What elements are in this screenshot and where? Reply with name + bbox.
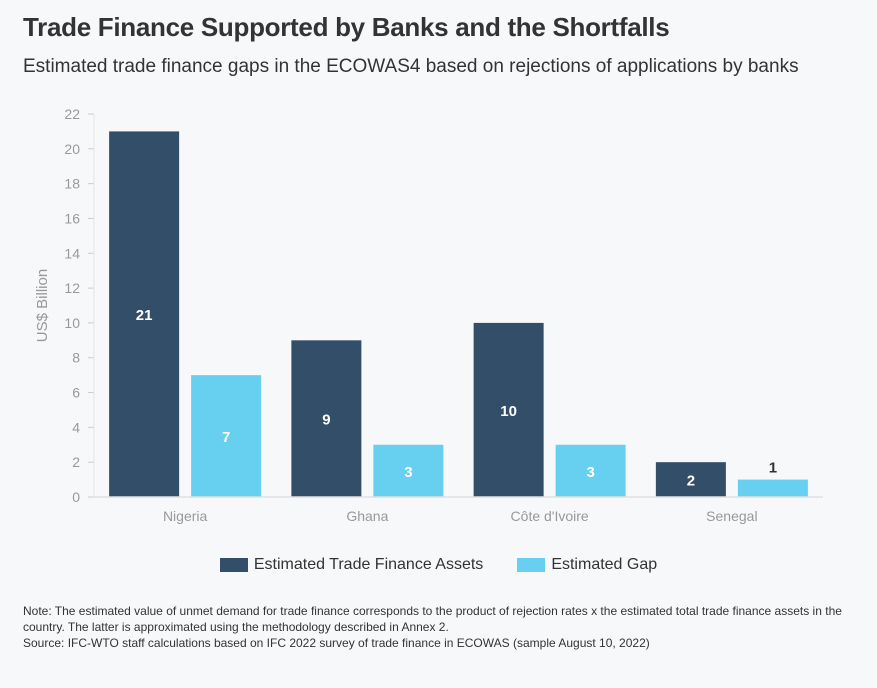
bar-assets[interactable]: [473, 322, 544, 497]
bar-gap[interactable]: [191, 375, 262, 497]
y-tick-label: 12: [64, 280, 80, 296]
y-tick-label: 2: [72, 454, 80, 470]
data-label: 21: [136, 307, 153, 324]
y-tick-label: 4: [72, 419, 80, 435]
legend-item-gap[interactable]: Estimated Gap: [517, 556, 657, 574]
y-axis-label: US$ Billion: [34, 269, 51, 342]
legend-swatch-assets: [219, 558, 248, 572]
y-axis: 0 2 4 6 8 10 12 14 16 18 20 22 US$ Billion: [34, 106, 95, 505]
legend-label-gap: Estimated Gap: [551, 556, 658, 573]
x-tick-label: Nigeria: [163, 508, 208, 524]
data-label: 10: [500, 403, 517, 420]
bar-assets[interactable]: [655, 462, 726, 497]
legend-swatch-gap: [517, 558, 546, 572]
x-tick-label: Côte d'Ivoire: [511, 508, 589, 524]
legend-item-assets[interactable]: Estimated Trade Finance Assets: [219, 556, 484, 574]
x-tick-label: Ghana: [346, 508, 388, 524]
y-tick-label: 14: [64, 245, 80, 261]
note-text: Note: The estimated value of unmet deman…: [23, 604, 842, 634]
y-tick-label: 22: [64, 106, 80, 122]
y-tick-label: 20: [64, 141, 80, 157]
legend: Estimated Trade Finance Assets Estimated…: [0, 556, 877, 574]
chart-title: Trade Finance Supported by Banks and the…: [23, 12, 670, 42]
x-tick-label: Senegal: [706, 508, 757, 524]
y-tick-label: 18: [64, 176, 80, 192]
data-label: 9: [322, 412, 330, 429]
data-label: 3: [404, 464, 412, 481]
data-label: 2: [687, 473, 695, 490]
y-tick-label: 10: [64, 315, 80, 331]
y-tick-label: 6: [72, 385, 80, 401]
footnotes: Note: The estimated value of unmet deman…: [23, 603, 853, 651]
data-label: 1: [769, 460, 777, 477]
source-text: Source: IFC-WTO staff calculations based…: [23, 636, 650, 650]
bar-assets[interactable]: [291, 340, 362, 497]
bar-gap[interactable]: [737, 479, 808, 497]
y-tick-label: 8: [72, 350, 80, 366]
chart-subtitle: Estimated trade finance gaps in the ECOW…: [23, 56, 799, 77]
data-label: 3: [586, 464, 594, 481]
legend-label-assets: Estimated Trade Finance Assets: [253, 556, 484, 573]
data-label: 7: [222, 429, 230, 446]
bar-gap[interactable]: [373, 444, 444, 497]
y-tick-label: 0: [72, 489, 80, 505]
x-axis: Nigeria Ghana Côte d'Ivoire Senegal: [94, 496, 823, 524]
y-tick-label: 16: [64, 210, 80, 226]
bar-gap[interactable]: [555, 444, 626, 497]
bar-assets[interactable]: [109, 131, 180, 497]
